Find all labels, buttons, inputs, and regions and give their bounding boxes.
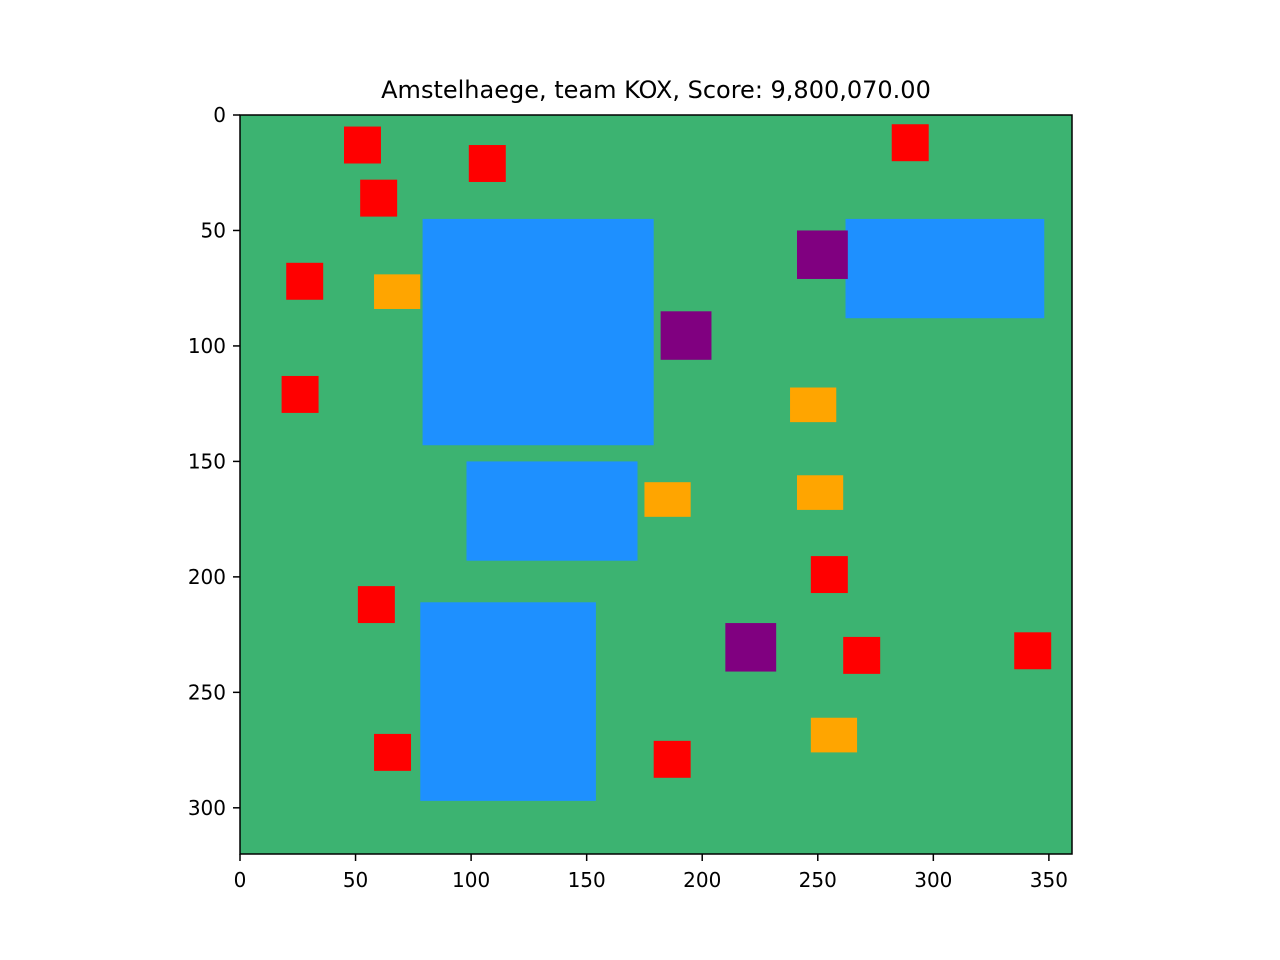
x-tick-label: 350 — [1030, 868, 1068, 892]
medium-house-rect — [790, 387, 837, 423]
small-house-rect — [653, 740, 691, 778]
small-house-rect — [374, 733, 412, 771]
x-tick-label: 50 — [343, 868, 368, 892]
medium-house-rect — [374, 274, 421, 309]
small-house-rect — [360, 179, 398, 217]
large-house-rect — [725, 623, 777, 672]
y-tick-label: 50 — [201, 218, 226, 242]
y-tick-label: 250 — [188, 680, 226, 704]
small-house-rect — [843, 636, 881, 674]
small-house-rect — [357, 586, 395, 624]
medium-house-rect — [796, 475, 844, 510]
medium-house-rect — [644, 482, 691, 517]
y-tick-label: 150 — [188, 449, 226, 473]
y-tick-label: 200 — [188, 565, 226, 589]
x-tick-label: 100 — [452, 868, 490, 892]
water-rect — [422, 218, 654, 446]
water-rect — [845, 218, 1045, 319]
large-house-rect — [660, 311, 712, 360]
x-tick-label: 0 — [234, 868, 247, 892]
y-tick-label: 300 — [188, 796, 226, 820]
y-tick-label: 0 — [213, 103, 226, 127]
small-house-rect — [281, 375, 319, 413]
small-house-rect — [468, 145, 506, 182]
plot-frame — [239, 114, 1073, 855]
medium-house-rect — [810, 717, 858, 753]
x-tick-label: 250 — [799, 868, 837, 892]
y-tick-label: 100 — [188, 334, 226, 358]
small-house-rect — [810, 556, 848, 594]
y-axis: 0 50 100 150 200 250 300 — [188, 103, 240, 820]
large-house-rect — [796, 230, 848, 279]
small-house-rect — [891, 124, 929, 162]
water-rect — [466, 461, 638, 561]
small-house-rect — [1014, 632, 1052, 670]
small-house-rect — [286, 262, 324, 300]
x-tick-label: 200 — [683, 868, 721, 892]
x-tick-label: 300 — [914, 868, 952, 892]
x-axis: 0 50 100 150 200 250 300 350 — [234, 854, 1068, 892]
x-tick-label: 150 — [568, 868, 606, 892]
map-marks — [281, 124, 1052, 801]
chart-title: Amstelhaege, team KOX, Score: 9,800,070.… — [381, 76, 931, 104]
water-rect — [420, 602, 596, 801]
small-house-rect — [344, 126, 381, 164]
